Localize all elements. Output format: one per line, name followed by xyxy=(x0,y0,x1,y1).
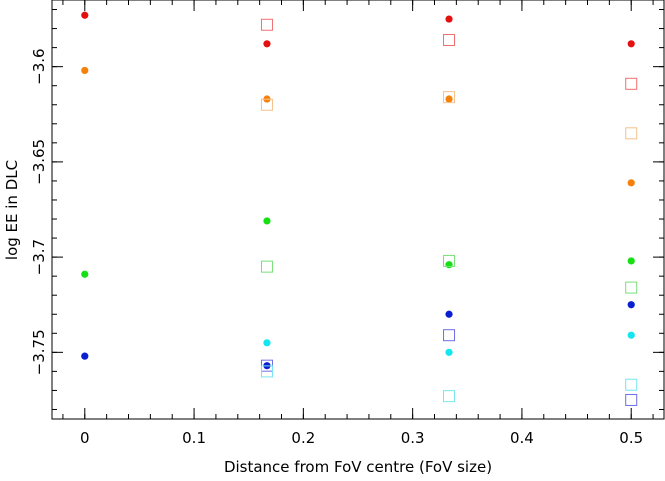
data-point-circle xyxy=(627,331,635,339)
plot-frame xyxy=(51,0,665,420)
x-axis-title: Distance from FoV centre (FoV size) xyxy=(224,458,492,476)
data-point-circle xyxy=(627,179,635,187)
data-point-square xyxy=(443,329,456,342)
data-point-square xyxy=(443,254,456,267)
data-point-circle xyxy=(445,348,453,356)
x-tick-label: 0 xyxy=(80,429,90,447)
y-axis-ticks: −3.6 −3.65 −3.7 −3.75 xyxy=(30,9,664,410)
x-tick-label: 0.1 xyxy=(182,429,206,447)
data-point-circle xyxy=(445,261,453,269)
x-tick-label: 0.3 xyxy=(401,429,425,447)
y-tick-label: −3.6 xyxy=(30,48,48,84)
data-point-square xyxy=(260,365,273,378)
data-point-square xyxy=(443,390,456,403)
data-point-square xyxy=(260,260,273,273)
data-point-square xyxy=(443,91,456,104)
data-point-circle xyxy=(627,257,635,265)
data-point-circle xyxy=(263,40,271,48)
data-point-circle xyxy=(445,15,453,23)
data-point-square xyxy=(625,378,638,391)
y-tick-label: −3.65 xyxy=(30,139,48,185)
data-point-circle xyxy=(445,95,453,103)
y-tick-label: −3.7 xyxy=(30,239,48,275)
data-point-circle xyxy=(445,310,453,318)
data-points xyxy=(81,11,638,406)
x-tick-label: 0.2 xyxy=(291,429,315,447)
data-point-circle xyxy=(81,66,89,75)
x-tick-label: 0.4 xyxy=(510,429,534,447)
data-point-circle xyxy=(627,301,635,309)
x-tick-label: 0.5 xyxy=(619,429,643,447)
data-point-circle xyxy=(627,40,635,48)
data-point-circle xyxy=(81,352,89,360)
y-axis-title: log EE in DLC xyxy=(3,160,21,260)
data-point-square xyxy=(625,393,638,406)
data-point-square xyxy=(625,77,638,90)
data-point-square xyxy=(625,127,638,140)
data-point-square xyxy=(260,18,273,31)
data-point-square xyxy=(625,281,638,294)
data-point-circle xyxy=(81,11,89,19)
data-point-circle xyxy=(81,270,89,278)
data-point-square xyxy=(443,33,456,46)
y-tick-label: −3.75 xyxy=(30,329,48,375)
data-point-circle xyxy=(263,217,271,225)
data-point-circle xyxy=(263,339,271,347)
data-point-square xyxy=(260,98,273,111)
x-axis-ticks: 0 0.1 0.2 0.3 0.4 0.5 xyxy=(62,0,654,447)
